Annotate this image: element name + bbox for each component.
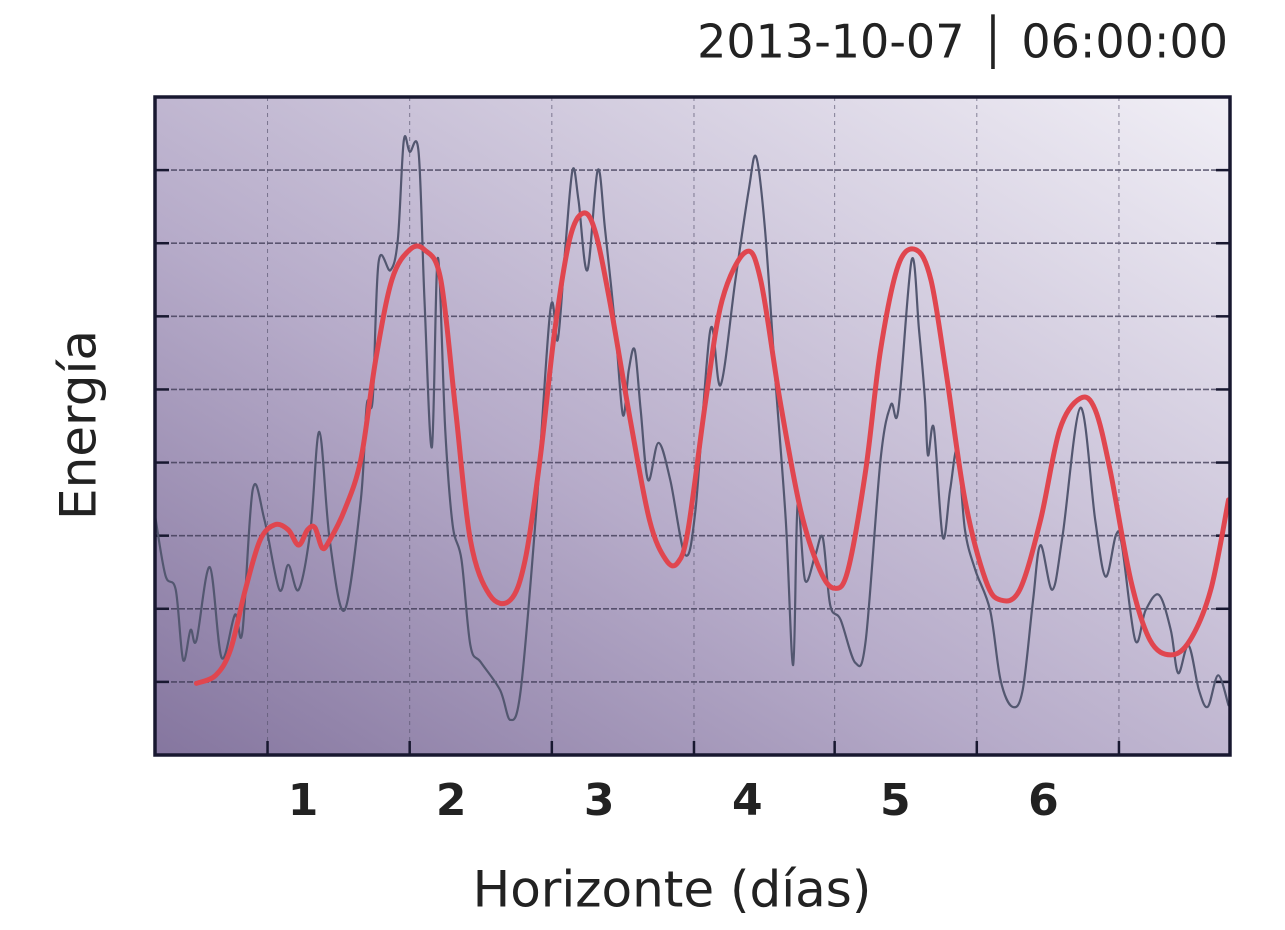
x-tick-label: 2 [436,775,467,826]
chart-title: 2013-10-07 │ 06:00:00 [697,14,1228,70]
x-tick-labels: 1 2 3 4 5 6 [288,775,1059,826]
x-tick-label: 4 [732,775,763,826]
series-line [193,210,1230,686]
series-line [155,135,1230,722]
plot-background [155,97,1230,755]
plot-frame [153,95,1232,757]
x-axis-label: Horizonte (días) [473,861,872,919]
x-tick-label: 5 [880,775,911,826]
y-axis-label: Energía [50,330,108,520]
x-tick-label: 6 [1028,775,1059,826]
x-tick-label: 3 [584,775,615,826]
x-tick-label: 1 [288,775,319,826]
series [155,135,1230,722]
